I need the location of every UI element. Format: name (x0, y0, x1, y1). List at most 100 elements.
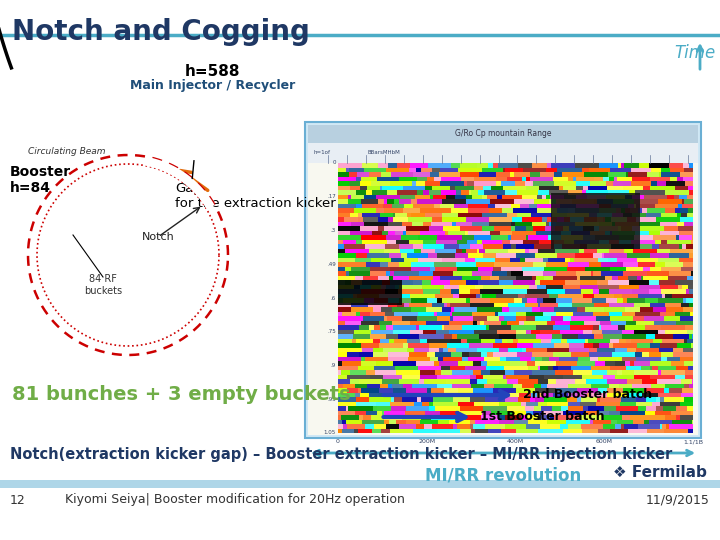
Bar (687, 339, 693, 343)
Bar (585, 411, 597, 415)
Bar (362, 164, 378, 167)
Bar (507, 177, 522, 181)
Bar (546, 289, 565, 294)
Bar (610, 366, 626, 370)
Bar (618, 235, 634, 240)
Bar (490, 231, 500, 235)
Bar (605, 407, 616, 410)
Bar (608, 343, 613, 348)
Bar (608, 258, 617, 262)
Bar (531, 222, 546, 226)
Bar (392, 307, 410, 312)
Bar (482, 186, 490, 190)
Bar (665, 208, 675, 213)
Text: .95: .95 (328, 397, 336, 402)
Bar (390, 267, 410, 271)
Bar (607, 380, 627, 383)
Bar (604, 253, 627, 258)
Bar (679, 245, 683, 248)
Bar (521, 267, 544, 271)
Bar (534, 226, 546, 231)
Bar (538, 303, 540, 307)
Bar (612, 213, 624, 217)
Bar (652, 366, 658, 370)
Bar (441, 299, 466, 302)
Bar (355, 258, 371, 262)
Text: .17: .17 (328, 194, 336, 199)
Bar (600, 411, 608, 415)
Bar (688, 407, 693, 410)
Bar (361, 204, 382, 208)
Bar (361, 388, 379, 393)
Bar (554, 181, 576, 186)
Bar (686, 245, 693, 248)
Bar (362, 420, 384, 424)
Bar (530, 172, 539, 177)
Bar (461, 177, 474, 181)
Bar (594, 199, 597, 204)
Bar (526, 316, 535, 321)
Bar (449, 330, 474, 334)
Bar (556, 299, 572, 302)
Bar (437, 312, 449, 316)
Bar (660, 191, 665, 194)
Bar (547, 321, 555, 325)
Bar (511, 245, 516, 248)
Bar (654, 321, 676, 325)
Bar (647, 334, 654, 339)
Bar (659, 245, 679, 248)
Bar (451, 312, 472, 316)
Bar (434, 177, 441, 181)
Bar (395, 231, 403, 235)
Bar (520, 204, 529, 208)
Bar (459, 245, 470, 248)
Bar (642, 380, 657, 383)
Bar (539, 186, 559, 190)
Bar (419, 272, 433, 275)
Bar (482, 294, 496, 298)
Bar (507, 272, 510, 275)
Bar (678, 235, 693, 240)
Bar (633, 316, 644, 321)
Bar (377, 407, 391, 410)
Bar (603, 218, 606, 221)
Bar (341, 370, 351, 375)
Bar (551, 164, 575, 167)
Bar (338, 222, 351, 226)
Text: Booster
h=84: Booster h=84 (10, 165, 71, 195)
Bar (538, 191, 549, 194)
Bar (606, 181, 613, 186)
Bar (551, 316, 563, 321)
Bar (388, 299, 399, 302)
Bar (421, 249, 435, 253)
Bar (639, 226, 664, 231)
Bar (567, 424, 581, 429)
Bar (518, 164, 531, 167)
Bar (387, 222, 402, 226)
Bar (672, 334, 689, 339)
Bar (345, 280, 351, 285)
Bar (605, 361, 616, 366)
Bar (680, 172, 693, 177)
Bar (646, 213, 662, 217)
Bar (462, 326, 486, 329)
Text: MI/RR revolution: MI/RR revolution (425, 467, 581, 485)
Bar (395, 370, 420, 375)
Bar (622, 312, 635, 316)
Bar (541, 357, 549, 361)
Bar (466, 299, 469, 302)
Bar (444, 303, 447, 307)
Bar (606, 195, 625, 199)
Bar (570, 321, 585, 325)
Bar (590, 262, 600, 267)
Bar (338, 407, 346, 410)
Bar (469, 191, 472, 194)
Bar (338, 245, 343, 248)
Bar (429, 226, 443, 231)
Bar (360, 312, 370, 316)
Bar (431, 267, 435, 271)
Bar (665, 191, 689, 194)
Bar (441, 258, 464, 262)
Bar (428, 407, 435, 410)
Bar (433, 303, 444, 307)
